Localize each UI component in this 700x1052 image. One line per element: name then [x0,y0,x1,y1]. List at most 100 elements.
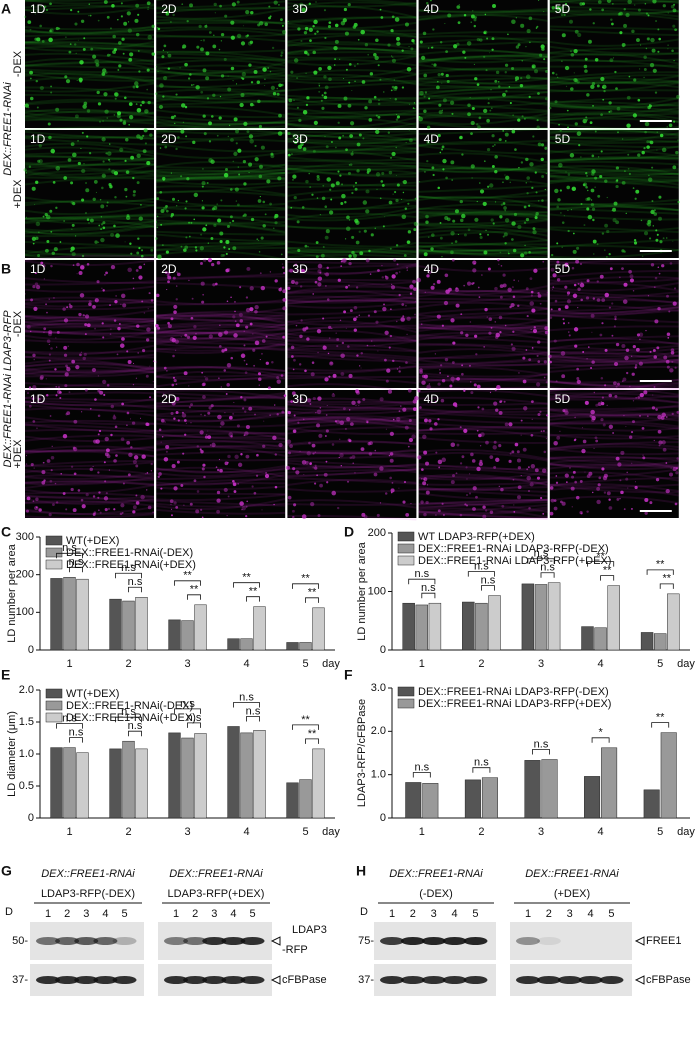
speckle [78,313,81,316]
speckle [445,273,449,277]
speckle [546,438,547,439]
speckle [606,256,608,258]
speckle [193,219,195,221]
speckle [420,40,423,43]
speckle [484,160,486,162]
speckle [261,146,265,150]
speckle [34,204,35,205]
speckle [624,356,629,361]
speckle [487,148,490,151]
speckle [656,478,659,481]
speckle [612,3,614,5]
speckle [511,20,516,25]
speckle [245,515,247,517]
speckle [50,480,53,483]
speckle [291,355,294,358]
speckle [149,292,151,294]
speckle [499,331,501,333]
significance-label: n.s [121,706,136,718]
speckle [397,184,400,187]
speckle [460,200,463,203]
band [380,976,404,984]
speckle [182,413,187,418]
speckle [207,412,210,415]
speckle [93,466,94,467]
speckle [425,91,427,93]
speckle [186,177,189,180]
speckle [85,182,87,184]
x-tick-label: 1 [419,658,425,670]
speckle [56,347,57,348]
speckle [35,237,38,240]
speckle [655,20,656,21]
speckle [192,141,195,144]
speckle [201,40,202,41]
speckle [100,204,104,208]
speckle [338,122,340,124]
speckle [619,276,621,278]
speckle [358,405,359,406]
speckle [129,102,133,106]
speckle [432,28,434,30]
speckle [647,37,650,40]
speckle [236,142,238,144]
speckle [423,451,427,455]
speckle [601,322,603,324]
speckle [78,162,81,165]
speckle [143,264,145,266]
speckle [136,103,138,105]
speckle [396,175,397,176]
speckle [104,480,106,482]
genotype-label: DEX::FREE1-RNAi [525,868,619,880]
speckle [349,164,350,165]
speckle [182,44,186,48]
speckle [651,200,653,202]
speckle [526,287,529,290]
speckle [226,393,228,395]
speckle [531,434,534,437]
speckle [98,102,101,105]
speckle [433,283,435,285]
speckle [471,164,475,168]
speckle [516,45,519,48]
speckle [617,107,621,111]
speckle [663,448,667,452]
speckle [203,259,206,262]
band [443,976,467,984]
speckle [536,382,540,386]
speckle [235,129,239,133]
speckle [125,138,128,141]
speckle [109,161,110,162]
speckle [446,74,449,77]
speckle [455,405,457,407]
speckle [364,230,367,233]
speckle [472,507,476,511]
speckle [264,22,268,26]
speckle [565,171,566,172]
speckle [249,172,250,173]
speckle [335,420,337,422]
speckle [246,267,250,271]
speckle [138,70,140,72]
speckle [624,508,626,510]
speckle [233,482,237,486]
speckle [624,8,626,10]
speckle [341,194,346,199]
speckle [98,375,99,376]
significance-label: n.s [62,713,77,725]
speckle [162,244,164,246]
speckle [240,453,242,455]
speckle [71,229,72,230]
speckle [209,140,211,142]
speckle [93,198,96,201]
speckle [535,216,538,219]
speckle [566,186,570,190]
speckle [570,153,574,157]
speckle [151,463,153,465]
speckle [349,134,353,138]
y-tick-label: 1.0 [19,748,34,760]
speckle [170,21,172,23]
speckle [113,416,117,420]
panel-label: G [1,863,12,879]
bar [241,639,253,650]
